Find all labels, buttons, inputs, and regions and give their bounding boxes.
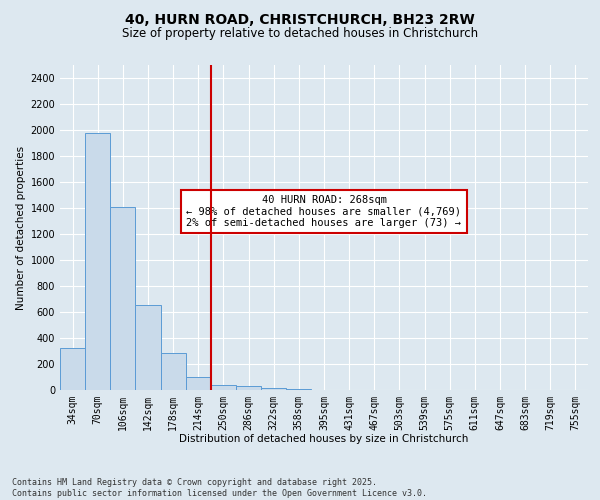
Text: 40, HURN ROAD, CHRISTCHURCH, BH23 2RW: 40, HURN ROAD, CHRISTCHURCH, BH23 2RW (125, 12, 475, 26)
Text: Contains HM Land Registry data © Crown copyright and database right 2025.
Contai: Contains HM Land Registry data © Crown c… (12, 478, 427, 498)
Bar (236, 386, 261, 390)
X-axis label: Distribution of detached houses by size in Christchurch: Distribution of detached houses by size … (179, 434, 469, 444)
Bar (286, 389, 311, 390)
Bar (261, 388, 286, 390)
Text: Size of property relative to detached houses in Christchurch: Size of property relative to detached ho… (122, 28, 478, 40)
Bar (85, 132, 110, 390)
Text: 40 HURN ROAD: 268sqm
← 98% of detached houses are smaller (4,769)
2% of semi-det: 40 HURN ROAD: 268sqm ← 98% of detached h… (187, 195, 461, 228)
Bar (161, 353, 186, 390)
Y-axis label: Number of detached properties: Number of detached properties (16, 146, 26, 310)
Bar (211, 385, 236, 390)
Bar (110, 206, 136, 390)
Bar (186, 377, 211, 390)
Bar (136, 305, 161, 390)
Bar (60, 348, 85, 390)
